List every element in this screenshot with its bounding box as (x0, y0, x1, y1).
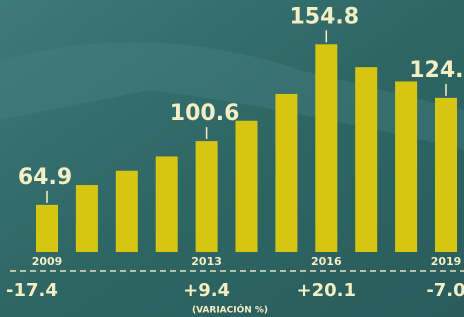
bar (395, 81, 417, 252)
variation-label: +20.1 (297, 280, 357, 301)
bar (355, 67, 377, 252)
value-label: 154.8 (290, 4, 360, 29)
x-tick-label: 2016 (311, 255, 342, 268)
bar (275, 94, 297, 252)
value-label: 100.6 (170, 101, 240, 126)
x-tick-label: 2013 (191, 255, 222, 268)
variation-label: -7.0 (426, 280, 464, 301)
variation-label: +9.4 (183, 280, 230, 301)
bar (236, 121, 258, 252)
bar (156, 156, 178, 252)
variation-label: -17.4 (6, 280, 58, 301)
bar (36, 205, 58, 252)
x-tick-label: 2009 (32, 255, 63, 268)
value-label: 64.9 (18, 165, 72, 190)
value-label: 124.8 (409, 58, 464, 83)
x-tick-label: 2019 (431, 255, 462, 268)
bar (435, 98, 457, 252)
bar (76, 185, 98, 252)
bar (116, 171, 138, 252)
chart: (VARIACIÓN %) 2009 64.9 -17.4 2013 100.6 +9.4… (0, 0, 464, 317)
bar (196, 141, 218, 252)
variation-title: (VARIACIÓN %) (192, 304, 268, 316)
bar (315, 44, 337, 252)
